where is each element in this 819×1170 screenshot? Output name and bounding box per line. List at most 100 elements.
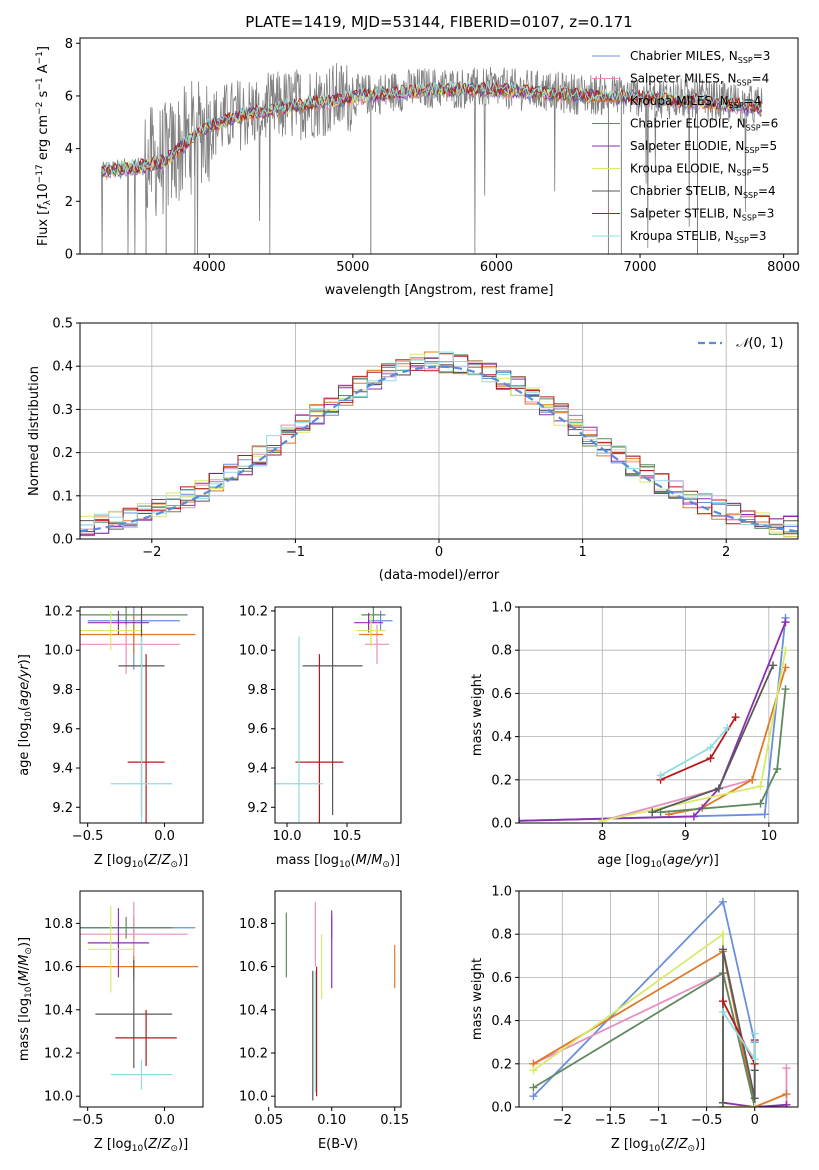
y-tick-label: 9.6 bbox=[52, 722, 73, 737]
mass-weight-line bbox=[722, 1000, 756, 1065]
x-tick-label: 0 bbox=[751, 1113, 759, 1128]
y-tick-label: 4 bbox=[65, 142, 73, 157]
y-tick-label: 9.4 bbox=[52, 762, 73, 777]
x-tick-label: 7000 bbox=[623, 260, 656, 275]
x-tick-label: −0.5 bbox=[691, 1113, 723, 1128]
mass-weight-marker bbox=[750, 1094, 759, 1103]
y-axis-label: mass [log10(M/M⊙)] bbox=[17, 937, 34, 1061]
y-tick-label: 9.2 bbox=[52, 801, 73, 816]
observed-spectrum-line bbox=[101, 63, 763, 254]
mass-weight-line bbox=[519, 621, 787, 822]
y-tick-label: 10.0 bbox=[239, 644, 268, 659]
y-tick-label: 0.6 bbox=[491, 687, 512, 702]
mass-weight-line bbox=[651, 664, 774, 814]
mass-weight-marker bbox=[529, 1066, 538, 1075]
x-tick-label: 0.0 bbox=[154, 829, 175, 844]
mass-weight-marker bbox=[718, 997, 727, 1006]
y-tick-label: 0 bbox=[65, 248, 73, 263]
x-tick-label: −1 bbox=[286, 545, 305, 560]
model-spectrum-line bbox=[101, 80, 762, 175]
plot-area bbox=[101, 63, 763, 254]
mass-weight-line bbox=[660, 689, 787, 814]
legend-label: Salpeter STELIB, NSSP=3 bbox=[630, 207, 774, 223]
y-axis-label: mass weight bbox=[470, 958, 485, 1040]
y-tick-label: 10.0 bbox=[44, 1090, 73, 1105]
y-tick-label: 0.0 bbox=[491, 817, 512, 832]
y-tick-label: 10.8 bbox=[239, 917, 268, 932]
y-tick-label: 10.6 bbox=[44, 960, 73, 975]
y-tick-label: 0.8 bbox=[491, 928, 512, 943]
x-tick-label: 10.0 bbox=[273, 829, 302, 844]
mass-weight-marker bbox=[773, 765, 782, 773]
mass-weight-marker bbox=[748, 775, 757, 784]
x-tick-label: 10.5 bbox=[333, 829, 362, 844]
massweight-metallicity-axes: −2 −1.5 −1 −0.5 0 0.0 0.2 0.4 0.6 0.8 1.0 Z [log10(… bbox=[470, 885, 799, 1154]
y-tick-label: 10.4 bbox=[239, 1003, 268, 1018]
plot-area bbox=[529, 897, 791, 1107]
x-tick-label: 9 bbox=[681, 829, 689, 844]
mass-weight-line bbox=[660, 716, 737, 781]
y-tick-label: 0.2 bbox=[491, 1057, 512, 1072]
y-tick-label: 0.3 bbox=[52, 403, 73, 418]
y-tick-label: 9.6 bbox=[247, 722, 268, 737]
mass-weight-line bbox=[532, 950, 787, 1107]
x-tick-label: 6000 bbox=[480, 260, 513, 275]
y-tick-label: 0.4 bbox=[52, 360, 73, 375]
mass-weight-marker bbox=[648, 808, 657, 817]
y-tick-label: 9.4 bbox=[247, 762, 268, 777]
mass-weight-marker bbox=[718, 930, 727, 939]
y-tick-label: 9.2 bbox=[247, 801, 268, 816]
plot-area bbox=[80, 901, 199, 1090]
x-tick-label: 0 bbox=[435, 545, 443, 560]
residual-axes: −2 −1 0 1 2 0.0 0.1 0.2 0.3 0.4 0.5 𝒩(0, 1) (data-mo… bbox=[27, 317, 799, 583]
mass-weight-line bbox=[533, 971, 788, 1107]
x-axis-label: Z [log10(Z/Z⊙)] bbox=[94, 853, 188, 870]
x-tick-label: 8 bbox=[598, 829, 606, 844]
y-tick-label: 6 bbox=[65, 89, 73, 104]
legend-label: Kroupa ELODIE, NSSP=5 bbox=[630, 162, 769, 178]
legend-label: Kroupa STELIB, NSSP=3 bbox=[630, 229, 767, 245]
y-tick-label: 10.8 bbox=[44, 917, 73, 932]
mass-weight-marker bbox=[760, 810, 769, 819]
mass-weight-marker bbox=[723, 723, 732, 732]
mass-weight-marker bbox=[718, 1007, 727, 1016]
mass-weight-marker bbox=[781, 646, 790, 655]
mass-weight-marker bbox=[519, 816, 523, 823]
y-tick-label: 0.5 bbox=[52, 317, 73, 332]
mass-weight-line bbox=[660, 727, 728, 777]
x-tick-label: 10 bbox=[761, 829, 778, 844]
y-tick-label: 0.0 bbox=[491, 1101, 512, 1116]
y-tick-label: 8 bbox=[65, 37, 73, 52]
mass-weight-marker bbox=[782, 1090, 791, 1099]
y-tick-label: 0.4 bbox=[491, 1014, 512, 1029]
mass-weight-marker bbox=[782, 1100, 791, 1107]
x-tick-label: −2 bbox=[142, 545, 161, 560]
y-axis-label: Normed distribution bbox=[27, 366, 42, 496]
x-tick-label: 8000 bbox=[767, 260, 800, 275]
x-axis-label: wavelength [Angstrom, rest frame] bbox=[325, 283, 554, 298]
y-tick-label: 10.2 bbox=[239, 604, 268, 619]
mass-weight-marker bbox=[750, 1103, 759, 1107]
mass-weight-marker bbox=[598, 816, 607, 823]
y-tick-label: 10.4 bbox=[44, 1003, 73, 1018]
mass-weight-marker bbox=[656, 771, 665, 780]
x-tick-label: −0.5 bbox=[72, 1113, 104, 1128]
y-tick-label: 10.2 bbox=[239, 1047, 268, 1062]
y-tick-label: 0.2 bbox=[52, 446, 73, 461]
mass-weight-marker bbox=[750, 1029, 759, 1038]
figure-title: PLATE=1419, MJD=53144, FIBERID=0107, z=0… bbox=[245, 13, 633, 31]
normal-reference-curve bbox=[80, 365, 798, 533]
y-tick-label: 10.2 bbox=[44, 604, 73, 619]
x-tick-label: −1.5 bbox=[595, 1113, 627, 1128]
x-tick-label: 0.15 bbox=[380, 1113, 409, 1128]
mass-weight-marker bbox=[529, 1092, 538, 1101]
mass-weight-marker bbox=[782, 1064, 791, 1073]
x-tick-label: −1 bbox=[649, 1113, 668, 1128]
mass-weight-marker bbox=[756, 799, 765, 808]
axes-frame bbox=[79, 890, 204, 1108]
plot-area bbox=[519, 613, 790, 823]
x-axis-label: Z [log10(Z/Z⊙)] bbox=[94, 1137, 188, 1154]
mass-weight-marker bbox=[769, 661, 778, 670]
legend-label: Chabrier STELIB, NSSP=4 bbox=[630, 184, 776, 200]
y-axis-label: Flux [fλ10−17 erg cm−2 s−1 A−1] bbox=[35, 46, 53, 246]
